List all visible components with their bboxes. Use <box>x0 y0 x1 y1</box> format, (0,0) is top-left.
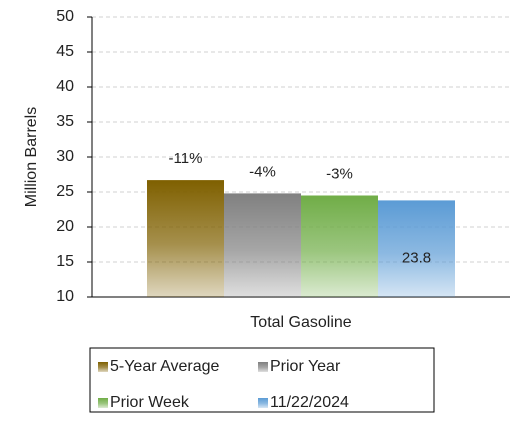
data-label: 23.8 <box>402 250 431 267</box>
y-tick-label: 15 <box>56 253 74 270</box>
legend-label: 5-Year Average <box>110 358 220 375</box>
y-tick-label: 40 <box>56 78 74 95</box>
y-tick-label: 20 <box>56 218 74 235</box>
y-tick-label: 10 <box>56 288 74 305</box>
y-tick-label: 50 <box>56 8 74 25</box>
legend-label: Prior Week <box>110 394 190 411</box>
legend-swatch <box>98 398 108 408</box>
y-tick-label: 45 <box>56 43 74 60</box>
legend-label: Prior Year <box>270 358 341 375</box>
legend-swatch <box>258 362 268 372</box>
y-tick-label: 25 <box>56 183 74 200</box>
bar <box>378 200 455 297</box>
bar <box>301 195 378 297</box>
annotation: -11% <box>169 150 203 167</box>
bar <box>147 180 224 297</box>
y-axis-label: Million Barrels <box>23 107 40 207</box>
bar <box>224 193 301 297</box>
legend-label: 11/22/2024 <box>270 394 349 411</box>
annotation: -4% <box>249 163 276 180</box>
y-tick-label: 30 <box>56 148 74 165</box>
y-tick-label: 35 <box>56 113 74 130</box>
x-tick-label: Total Gasoline <box>250 314 351 331</box>
legend-swatch <box>98 362 108 372</box>
legend-swatch <box>258 398 268 408</box>
annotation: -3% <box>326 165 353 182</box>
